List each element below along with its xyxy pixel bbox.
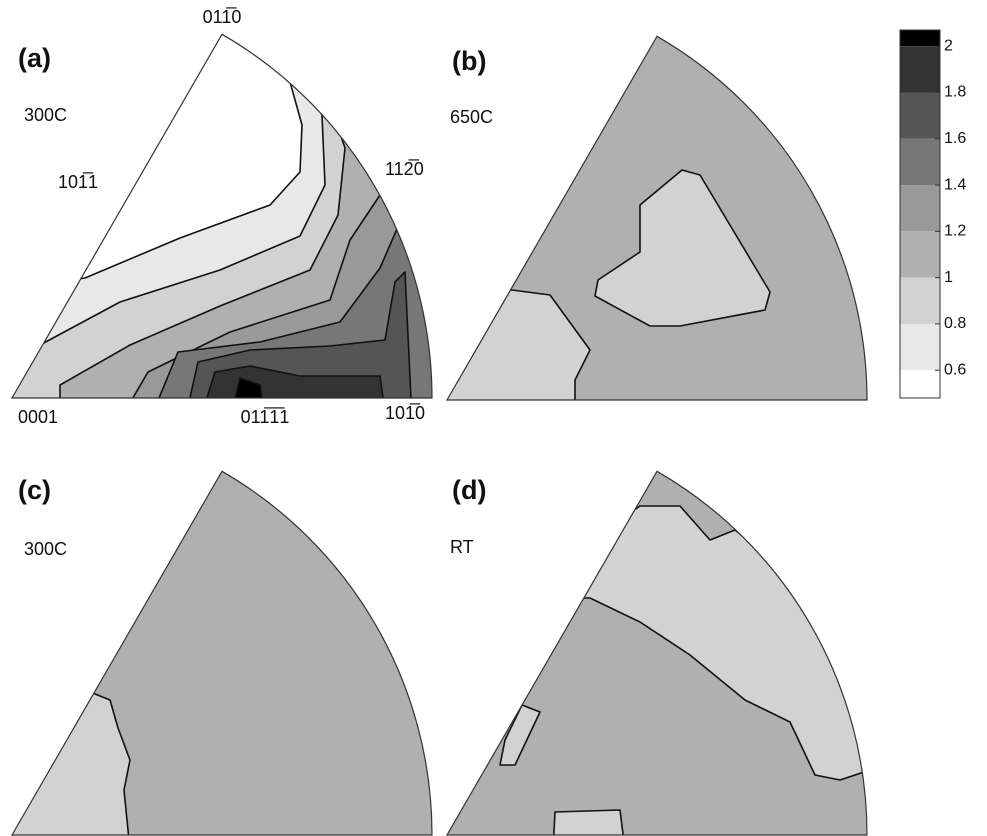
colorbar-tick-label: 1.8 bbox=[944, 84, 966, 101]
contour-panel-c bbox=[12, 471, 432, 835]
sector-outline bbox=[445, 35, 868, 401]
pole-label: 011̅0 bbox=[203, 7, 242, 27]
colorbar-band bbox=[900, 92, 940, 139]
panel-condition: 650C bbox=[450, 107, 493, 127]
sector-outline bbox=[10, 33, 433, 399]
pole-label: 112̅0 bbox=[385, 159, 424, 179]
sector-outline bbox=[10, 470, 433, 836]
contour-panel-a bbox=[12, 34, 432, 399]
pole-label: 101̅1 bbox=[58, 172, 98, 192]
pole-label: 101̅0 bbox=[385, 403, 425, 423]
panel-condition: 300C bbox=[24, 539, 67, 559]
panel-condition: 300C bbox=[24, 105, 67, 125]
colorbar-band bbox=[900, 185, 940, 232]
contour-panel-d bbox=[447, 471, 867, 835]
colorbar-tick-label: 1.2 bbox=[944, 223, 966, 240]
contour-panel-b bbox=[447, 36, 867, 401]
panel-label: (a) bbox=[18, 43, 51, 73]
colorbar-frame bbox=[899, 29, 941, 399]
colorbar-band bbox=[900, 323, 940, 371]
colorbar-tick-label: 1 bbox=[944, 269, 953, 286]
colorbar-tick-label: 0.6 bbox=[944, 361, 966, 378]
panel-label: (d) bbox=[452, 475, 486, 505]
panel-condition: RT bbox=[450, 537, 474, 557]
pole-label: 011̅1̅1 bbox=[241, 407, 290, 427]
colorbar-band bbox=[900, 370, 940, 398]
colorbar-band bbox=[900, 138, 940, 186]
pole-label: 0001 bbox=[18, 407, 58, 427]
sector-outline bbox=[445, 470, 868, 836]
colorbar-tick-label: 2 bbox=[944, 37, 953, 54]
colorbar-tick-label: 1.6 bbox=[944, 130, 966, 147]
colorbar-band bbox=[900, 30, 940, 47]
colorbar-band bbox=[900, 231, 940, 278]
colorbar-band bbox=[900, 277, 940, 324]
panel-label: (b) bbox=[452, 46, 486, 76]
colorbar-tick-label: 0.8 bbox=[944, 315, 966, 332]
colorbar-band bbox=[900, 46, 940, 93]
colorbar: 2 1.8 1.6 1.4 1.2 1 0.8 0.6 bbox=[899, 29, 966, 399]
colorbar-tick-label: 1.4 bbox=[944, 176, 966, 193]
panel-label: (c) bbox=[18, 475, 51, 505]
